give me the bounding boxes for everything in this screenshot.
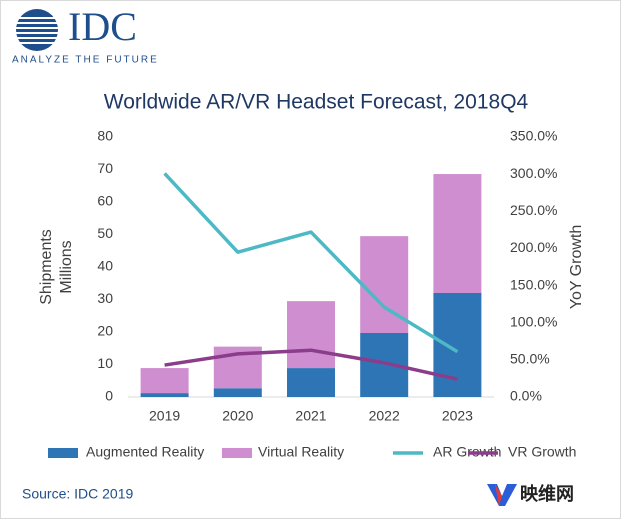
watermark: 映维网 [520, 483, 574, 504]
bar [287, 368, 335, 397]
bar [213, 388, 262, 397]
y-tick-label: 10 [97, 355, 113, 371]
y-tick-label: 60 [97, 193, 113, 209]
line [163, 172, 459, 354]
y2-tick-label: 350.0% [510, 128, 557, 144]
bar [433, 174, 482, 293]
y-tick-label: 30 [97, 290, 113, 306]
logo-mark [14, 9, 60, 51]
y-axis-title: Shipments [38, 229, 55, 305]
y-tick-label: 70 [97, 160, 113, 176]
bar [140, 368, 189, 394]
y-tick-label: 50 [97, 225, 113, 241]
logo-tagline: ANALYZE THE FUTURE [12, 55, 159, 66]
legend-label: Augmented Reality [86, 444, 204, 460]
y-tick-label: 40 [97, 258, 113, 274]
chart-title: Worldwide AR/VR Headset Forecast, 2018Q4 [104, 91, 529, 114]
source: Source: IDC 2019 [22, 486, 133, 502]
y2-tick-label: 250.0% [510, 202, 557, 218]
y-axis-title: Millions [58, 240, 75, 293]
bar [140, 393, 189, 397]
x-tick-label: 2021 [295, 408, 326, 424]
x-tick-label: 2019 [149, 408, 180, 424]
y2-axis-title: YoY Growth [568, 225, 585, 310]
bar [433, 293, 482, 397]
legend-label: VR Growth [508, 444, 576, 460]
legend-label: AR Growth [433, 444, 501, 460]
line [164, 348, 458, 381]
legend-swatch [48, 448, 78, 458]
bar [287, 301, 335, 369]
legend-swatch [222, 448, 252, 458]
watermark-logo [487, 484, 517, 506]
legend-label: Virtual Reality [258, 444, 344, 460]
y-tick-label: 20 [97, 323, 113, 339]
x-tick-label: 2023 [442, 408, 473, 424]
y2-tick-label: 50.0% [510, 351, 550, 367]
y-tick-label: 0 [105, 388, 113, 404]
y2-tick-label: 200.0% [510, 239, 557, 255]
y2-tick-label: 100.0% [510, 313, 557, 329]
x-tick-label: 2020 [222, 408, 253, 424]
y2-tick-label: 300.0% [510, 165, 557, 181]
logo-name: IDC [68, 4, 137, 49]
y2-tick-label: 0.0% [510, 388, 542, 404]
x-tick-label: 2022 [369, 408, 400, 424]
y-tick-label: 80 [97, 128, 113, 144]
y2-tick-label: 150.0% [510, 276, 557, 292]
